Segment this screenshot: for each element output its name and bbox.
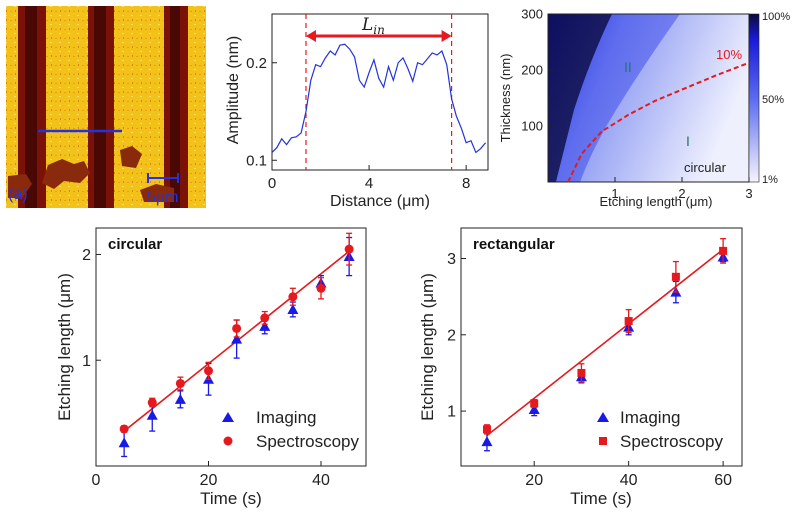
rectangular-ytick-label: 3 [447,251,456,268]
circular-ylabel: Etching length (μm) [55,273,74,421]
profile-ylabel: Amplitude (nm) [225,36,242,144]
rectangular-ytick-label: 2 [447,327,456,344]
scan-image-panel: 5μm (a) [6,6,206,208]
profile-frame [271,13,489,171]
rectangular-xtick-label: 20 [525,472,543,489]
circular-imaging-point [259,320,271,331]
rectangular-legend-imaging-marker [597,412,609,422]
map-contour-line [567,61,750,183]
map-ytick-label: 300 [521,7,543,22]
profile-annotation-main: L [361,15,373,35]
colorbar-label-bottom: 1% [762,174,778,186]
circular-ytick-label: 2 [82,247,91,264]
map-ylabel: Thickness (nm) [498,54,513,143]
scan-stripe-right-core [170,6,180,208]
rectangular-xtick-label: 40 [620,472,638,489]
circular-etching-chart: circular Etching length (μm) Time (s) Im… [55,227,367,508]
rectangular-fit-line [486,248,724,437]
circular-spectroscopy-point [147,398,157,408]
rectangular-legend-spectroscopy-marker [599,437,607,445]
circular-ytick-label: 1 [82,353,91,370]
map-region-label-i: I [686,133,690,149]
rectangular-frame [460,227,743,467]
circular-spectroscopy-point [204,366,213,376]
circular-legend-spectroscopy: Spectroscopy [256,432,359,451]
profile-xtick-label: 8 [462,175,470,192]
map-xtick-label: 1 [611,186,618,201]
colorbar [748,13,760,183]
circular-xtick-label: 0 [92,472,101,489]
circular-legend-imaging: Imaging [256,408,316,427]
rectangular-ylabel: Etching length (μm) [418,273,437,421]
rectangular-spectroscopy-point [577,368,586,377]
circular-imaging-point [146,409,158,420]
circular-legend-spectroscopy-marker [223,436,233,446]
circular-title: circular [108,236,162,253]
profile-ytick-label: 0.1 [246,153,267,170]
circular-legend-imaging-marker [222,412,234,422]
scale-bar-label: 5μm [147,189,178,206]
profile-span-arrowhead-right [441,30,452,42]
rectangular-xlabel: Time (s) [570,489,632,508]
map-ytick-label: 200 [521,63,543,78]
rectangular-spectroscopy-point [671,272,680,281]
panel-a-label: (a) [8,186,28,203]
profile-xlabel: Distance (μm) [330,193,430,210]
colorbar-label-mid: 50% [762,94,784,106]
map-ytick-label: 100 [521,119,543,134]
circular-spectroscopy-point [232,323,242,333]
rectangular-title: rectangular [473,236,555,253]
circular-imaging-point [287,303,299,314]
scan-stripe-middle-core [94,6,106,208]
profile-series-line [271,43,487,154]
scan-stripe-left-core [25,6,37,208]
rectangular-spectroscopy-point [530,399,539,408]
circular-spectroscopy-point [288,292,298,302]
circular-spectroscopy-point [175,378,185,388]
circular-spectroscopy-point [344,244,354,254]
map-xlabel: Etching length (μm) [600,194,713,209]
rectangular-imaging-point [481,436,493,447]
profile-xtick-label: 4 [365,175,373,192]
rectangular-ytick-label: 1 [447,404,456,421]
circular-imaging-point [231,333,243,344]
circular-xtick-label: 20 [200,472,218,489]
colorbar-label-top: 100% [762,11,790,23]
circular-xlabel: Time (s) [200,489,262,508]
contour-label: 10% [716,47,742,62]
scan-debris [8,146,174,202]
rectangular-legend-spectroscopy: Spectroscopy [620,432,723,451]
circular-xtick-label: 40 [312,472,330,489]
profile-ytick-label: 0.2 [246,55,267,72]
profile-annotation: Lin [361,15,385,37]
map-note: circular [684,160,727,175]
circular-spectroscopy-point [119,424,129,434]
profile-span-arrowhead-left [305,30,316,42]
rectangular-spectroscopy-point [719,246,728,255]
profile-xtick-label: 0 [268,175,276,192]
map-xtick-label: 2 [678,186,685,201]
profile-annotation-sub: in [373,23,385,37]
rectangular-legend-imaging: Imaging [620,408,680,427]
map-xtick-label: 3 [745,186,752,201]
rectangular-spectroscopy-point [482,425,491,434]
phase-map-chart: Thickness (nm) Etching length (μm) II I … [498,7,790,209]
rectangular-etching-chart: rectangular Etching length (μm) Time (s)… [418,227,743,508]
circular-imaging-point [174,393,186,404]
map-dark-region [548,14,612,182]
rectangular-spectroscopy-point [624,317,633,326]
map-mid-region [556,14,680,182]
map-region-label-ii: II [624,59,632,75]
circular-spectroscopy-point [316,283,326,293]
rectangular-xtick-label: 60 [714,472,732,489]
circular-frame [95,227,367,467]
circular-imaging-point [118,437,130,448]
circular-spectroscopy-point [260,313,270,323]
amplitude-profile-chart: Amplitude (nm) Distance (μm) Lin 0 4 8 0.1 0… [225,13,489,210]
rectangular-imaging-point [528,404,540,415]
